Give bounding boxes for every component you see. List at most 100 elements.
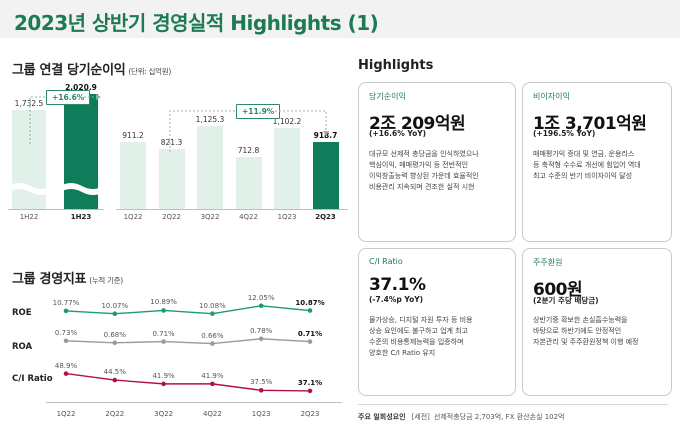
card-line: 비용관리 지속되며 견조한 실적 시현 [369, 183, 475, 191]
kpi-row-roa: ROA [12, 342, 33, 352]
bar-break-wave [8, 183, 52, 195]
kpi-x-tick-label: 2Q23 [300, 410, 320, 418]
bar-category-label: 1Q23 [277, 213, 297, 221]
card-line: 바탕으로 하반기에도 안정적인 [533, 327, 622, 335]
card-main-value: 600원 [533, 280, 583, 300]
roe-value-label: 10.87% [295, 298, 325, 307]
roa-line [65, 338, 311, 345]
card-body: 대규모 선제적 충당금을 인식하였으나 핵심이익, 매매평가익 등 전반적인 이… [369, 149, 507, 193]
roe-point [161, 308, 166, 313]
note-text: 선제적충당금 2,703억, FX 환산손실 102억 [433, 413, 565, 421]
note-divider [358, 404, 668, 405]
bar-value-label: 911.2 [122, 131, 144, 141]
kpi-x-tick-label: 3Q22 [154, 410, 174, 418]
card-line: 대규모 선제적 충당금을 인식하였으나 [369, 150, 479, 158]
card-main-value: 2조 209억원 [369, 114, 466, 134]
card-line: 최고 수준의 반기 비이자이익 달성 [533, 172, 633, 180]
ci-value-label: 41.9% [152, 371, 175, 380]
card-sub-value: (+196.5% YoY) [533, 129, 596, 138]
roe-line [65, 305, 311, 315]
card-tag: 비이자이익 [533, 92, 570, 101]
card-body: 물가상승, 디지털 자원 투자 등 비용 상승 요인에도 불구하고 업계 최고 … [369, 315, 507, 359]
card-line: 자본관리 및 주주환원정책 이행 예정 [533, 338, 639, 346]
ci-value-label: 41.9% [201, 371, 224, 380]
card-line: 양호한 C/I Ratio 유지 [369, 349, 436, 357]
roe-value-label: 10.77% [52, 298, 80, 307]
header-bar: 2023년 상반기 경영실적 Highlights (1) [0, 0, 680, 38]
roa-value-label: 0.71% [152, 329, 175, 338]
highlights-title: Highlights [358, 58, 434, 73]
roe-point [63, 308, 69, 314]
card-line: 등 축적형 수수료 개선에 힘입어 역대 [533, 161, 641, 169]
note-tag: [세전] [411, 413, 430, 421]
roa-value-label: 0.73% [54, 328, 78, 337]
ci-point [112, 377, 118, 383]
bar-category-label: 1H22 [19, 213, 39, 221]
roa-point [112, 340, 118, 346]
roa-point [210, 341, 215, 346]
roa-point [258, 336, 264, 342]
kpi-title-text: 그룹 경영지표 [12, 272, 87, 287]
roe-value-label: 12.05% [247, 293, 275, 302]
card-tag: C/I Ratio [369, 257, 403, 266]
one-off-note: 주요 일회성요인 [세전] 선제적충당금 2,703억, FX 환산손실 102억 [358, 412, 565, 422]
bar-value-label: 2,020.9 [65, 82, 97, 92]
kpi-unit: (누적 기준) [89, 276, 123, 285]
roe-point [112, 311, 118, 317]
ci-point [210, 381, 215, 387]
page-title: 2023년 상반기 경영실적 Highlights (1) [14, 11, 379, 35]
bar-category-label: 3Q22 [200, 213, 220, 221]
bar-category-label: 1H23 [70, 213, 92, 221]
bar-category-label: 2Q22 [162, 213, 181, 221]
roa-value-label: 0.68% [103, 330, 126, 339]
roe-point [210, 311, 215, 316]
card-line: 수준의 비용통제능력을 입증하며 [369, 338, 464, 346]
ci-point [258, 388, 264, 393]
card-sub-value: (-7.4%p YoY) [369, 295, 424, 304]
card-line: 핵심이익, 매매평가익 등 전반적인 [369, 161, 469, 169]
kpi-x-tick-label: 1Q22 [56, 410, 76, 418]
card-ci-ratio: C/I Ratio 37.1% (-7.4%p YoY) 물가상승, 디지털 자… [358, 248, 516, 396]
card-body: 상반기중 확보한 손실흡수능력을 바탕으로 하반기에도 안정적인 자본관리 및 … [533, 315, 671, 348]
bar-category-label: 2Q23 [315, 213, 336, 221]
net-income-title: 그룹 연결 당기순이익 (단위: 십억원) [12, 59, 171, 78]
kpi-title: 그룹 경영지표 (누적 기준) [12, 268, 123, 287]
card-main-value: 1조 3,701억원 [533, 114, 647, 134]
roa-point [63, 338, 69, 344]
card-line: 이익창출능력 향상된 가운데 효율적인 [369, 172, 479, 180]
bar-1q22 [120, 142, 146, 209]
bar-4q22 [235, 156, 262, 209]
roe-value-label: 10.08% [199, 301, 226, 310]
ci-value-label: 37.5% [250, 378, 273, 387]
ci-point [161, 381, 166, 387]
kpi-x-tick-label: 2Q22 [105, 410, 125, 418]
kpi-x-axis [46, 402, 342, 403]
half-growth-badge: +16.6% [46, 90, 91, 105]
kpi-x-tick-label: 4Q22 [202, 410, 222, 418]
kpi-x-tick-label: 1Q23 [251, 410, 271, 418]
ci-value-label: 37.1% [297, 378, 323, 387]
kpi-row-ci: C/I Ratio [12, 374, 53, 384]
half-baseline [8, 209, 104, 210]
bar-2q22 [158, 148, 185, 209]
bar-1q23 [274, 128, 300, 209]
card-sub-value: (+16.6% YoY) [369, 129, 427, 138]
ci-value-label: 44.5% [103, 368, 126, 377]
card-net-income: 당기순이익 2조 209억원 (+16.6% YoY) 대규모 선제적 충당금을… [358, 82, 516, 242]
roa-value-label: 0.78% [250, 326, 273, 335]
bar-value-label: 712.8 [237, 145, 260, 155]
bar-value-label: 1,732.5 [14, 99, 44, 108]
roa-value-label: 0.66% [201, 331, 224, 340]
note-label: 주요 일회성요인 [358, 413, 406, 421]
roa-point [307, 339, 313, 344]
roe-value-label: 10.07% [101, 301, 129, 310]
ci-point [307, 388, 313, 394]
card-sub-value: (2분기 주당 배당금) [533, 296, 599, 305]
card-line: 상반기중 확보한 손실흡수능력을 [533, 316, 628, 324]
roa-value-label: 0.71% [297, 329, 323, 338]
bar-category-label: 1Q22 [123, 213, 143, 221]
net-income-title-text: 그룹 연결 당기순이익 [12, 63, 126, 78]
roe-value-label: 10.89% [150, 298, 177, 307]
ci-line [65, 372, 311, 392]
